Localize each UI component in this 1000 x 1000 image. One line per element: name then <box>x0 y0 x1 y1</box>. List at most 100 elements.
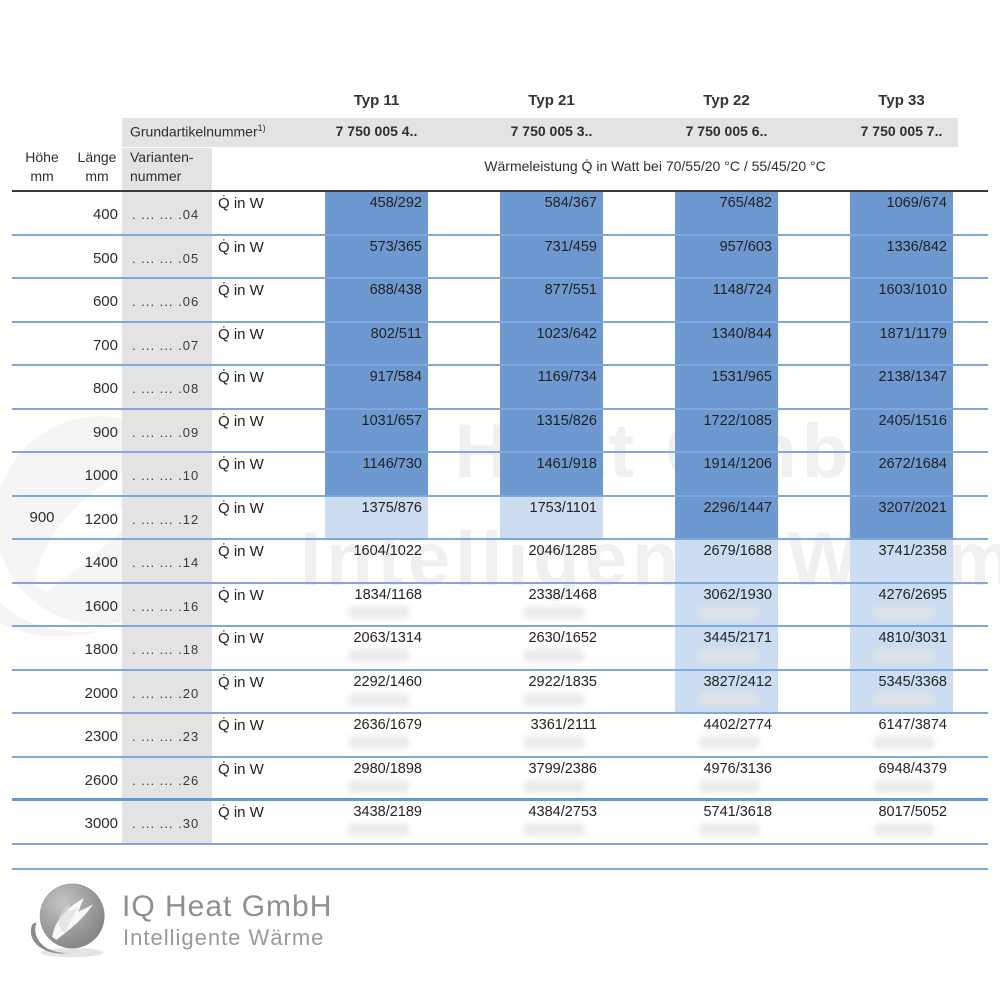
hoehe-value <box>12 279 72 321</box>
value-cell-typ2: 2630/1652 <box>500 627 603 669</box>
column-gap <box>428 279 500 321</box>
value-cell-typ4: 1336/842 <box>850 235 953 277</box>
typ-column-header: Typ 21 <box>528 92 575 109</box>
ghost-mark <box>348 823 410 836</box>
value-cell-typ4: 6948/4379 <box>850 758 953 799</box>
value-cell-typ3: 1531/965 <box>675 366 778 408</box>
header-rule <box>12 190 988 192</box>
grundartikelnummer-value: 7 750 005 4.. <box>335 123 418 139</box>
ghost-mark <box>698 692 760 706</box>
value-cell-typ1: 1031/657 <box>325 409 428 451</box>
column-gap <box>428 410 500 452</box>
column-gap <box>603 236 675 278</box>
q-label: Q̇ in W <box>218 412 264 430</box>
variantennummer-value: . ... ... .05 <box>122 235 212 277</box>
value-cell-typ1: 917/584 <box>325 366 428 408</box>
column-gap <box>428 801 500 843</box>
value-cell-typ1: 2636/1679 <box>325 714 428 756</box>
column-header-laenge: Länge mm <box>77 149 117 184</box>
table-row: 900. ... ... .09 Q̇ in W 1031/657 1315/826 1… <box>12 409 988 453</box>
table-row: 600. ... ... .06 Q̇ in W 688/438 877/551 114… <box>12 279 988 323</box>
value-cell-typ2: 731/459 <box>500 235 603 277</box>
value-cell-typ3: 3062/1930 <box>675 583 778 625</box>
ghost-mark <box>873 692 935 706</box>
ghost-mark <box>873 823 935 836</box>
q-label: Q̇ in W <box>218 630 264 647</box>
q-label: Q̇ in W <box>218 586 264 604</box>
ghost-mark <box>873 736 935 749</box>
company-logo-swirl-globe-icon <box>30 883 105 958</box>
column-gap <box>428 671 500 713</box>
value-cell-typ2: 3799/2386 <box>500 758 603 799</box>
ghost-mark <box>698 736 760 749</box>
hoehe-value <box>12 671 72 713</box>
hoehe-value <box>12 540 72 582</box>
value-cell-typ2: 1169/734 <box>500 366 603 408</box>
value-cell-typ2: 1753/1101 <box>500 496 603 538</box>
variantennummer-value: . ... ... .04 <box>122 192 212 234</box>
column-gap <box>778 671 850 713</box>
ghost-mark <box>523 736 585 749</box>
column-gap <box>603 671 675 713</box>
value-cell-typ4: 4810/3031 <box>850 627 953 669</box>
hoehe-value <box>12 627 72 669</box>
variantennummer-value: . ... ... .06 <box>122 279 212 321</box>
q-label: Q̇ in W <box>218 673 264 691</box>
column-header-variante: Varianten-nummer <box>122 148 212 191</box>
column-gap <box>428 584 500 626</box>
column-gap <box>603 758 675 799</box>
hoehe-value <box>12 192 72 234</box>
value-cell-typ1: 1146/730 <box>325 453 428 495</box>
value-cell-typ1: 688/438 <box>325 279 428 321</box>
ghost-mark <box>523 779 585 793</box>
column-gap <box>778 801 850 843</box>
footer-company-name: IQ Heat GmbH <box>122 890 333 923</box>
value-cell-typ2: 1461/918 <box>500 453 603 495</box>
q-label: Q̇ in W <box>218 282 264 299</box>
grundartikelnummer-value: 7 750 005 6.. <box>685 123 768 139</box>
table-row: 900 1200. ... ... .12 Q̇ in W 1375/876 1753/… <box>12 496 988 540</box>
laenge-value: 1400 <box>84 554 118 571</box>
laenge-value: 400 <box>92 206 118 223</box>
ghost-mark <box>348 736 410 749</box>
value-cell-typ1: 1834/1168 <box>325 584 428 626</box>
grundartikelnummer-label: Grundartikelnummer1) <box>130 123 266 140</box>
ghost-mark <box>523 605 585 619</box>
variantennummer-value: . ... ... .26 <box>122 757 212 798</box>
value-cell-typ2: 2046/1285 <box>528 543 597 559</box>
q-label: Q̇ in W <box>218 195 264 212</box>
value-cell-typ3: 1914/1206 <box>675 453 778 495</box>
column-gap <box>428 627 500 669</box>
q-label: Q̇ in W <box>218 325 264 343</box>
table-bottom-line <box>12 868 988 870</box>
laenge-value: 1000 <box>84 467 118 484</box>
value-cell-typ3: 5741/3618 <box>675 801 778 843</box>
variantennummer-value: . ... ... .07 <box>122 322 212 364</box>
table-row: 1400. ... ... .14 Q̇ in W 1604/1022 2046/12… <box>12 540 988 584</box>
laenge-value: 3000 <box>84 815 118 832</box>
ghost-mark <box>523 692 585 706</box>
q-label: Q̇ in W <box>218 369 264 386</box>
column-gap <box>778 192 850 234</box>
column-gap <box>603 323 675 365</box>
value-cell-typ3: 1148/724 <box>675 279 778 321</box>
hoehe-value <box>12 584 72 626</box>
column-gap <box>603 192 675 234</box>
column-gap <box>778 236 850 278</box>
variantennummer-value: . ... ... .20 <box>122 670 212 712</box>
laenge-value: 1800 <box>84 641 118 658</box>
ghost-mark <box>348 649 410 662</box>
column-gap <box>778 323 850 365</box>
column-gap <box>428 192 500 234</box>
grundartikelnummer-value: 7 750 005 7.. <box>860 123 943 139</box>
table-row: 500. ... ... .05 Q̇ in W 573/365 731/459 957… <box>12 235 988 279</box>
laenge-value: 900 <box>92 423 118 441</box>
ghost-mark <box>348 692 410 706</box>
table-row: 700. ... ... .07 Q̇ in W 802/511 1023/642 13… <box>12 322 988 366</box>
column-header-hoehe: Höhe mm <box>25 149 59 184</box>
column-gap <box>428 497 500 539</box>
table-row: 1000. ... ... .10 Q̇ in W 1146/730 1461/918… <box>12 453 988 497</box>
value-cell-typ4: 1069/674 <box>850 192 953 234</box>
value-cell-typ3: 4402/2774 <box>675 714 778 756</box>
value-cell-typ1: 1375/876 <box>325 496 428 538</box>
